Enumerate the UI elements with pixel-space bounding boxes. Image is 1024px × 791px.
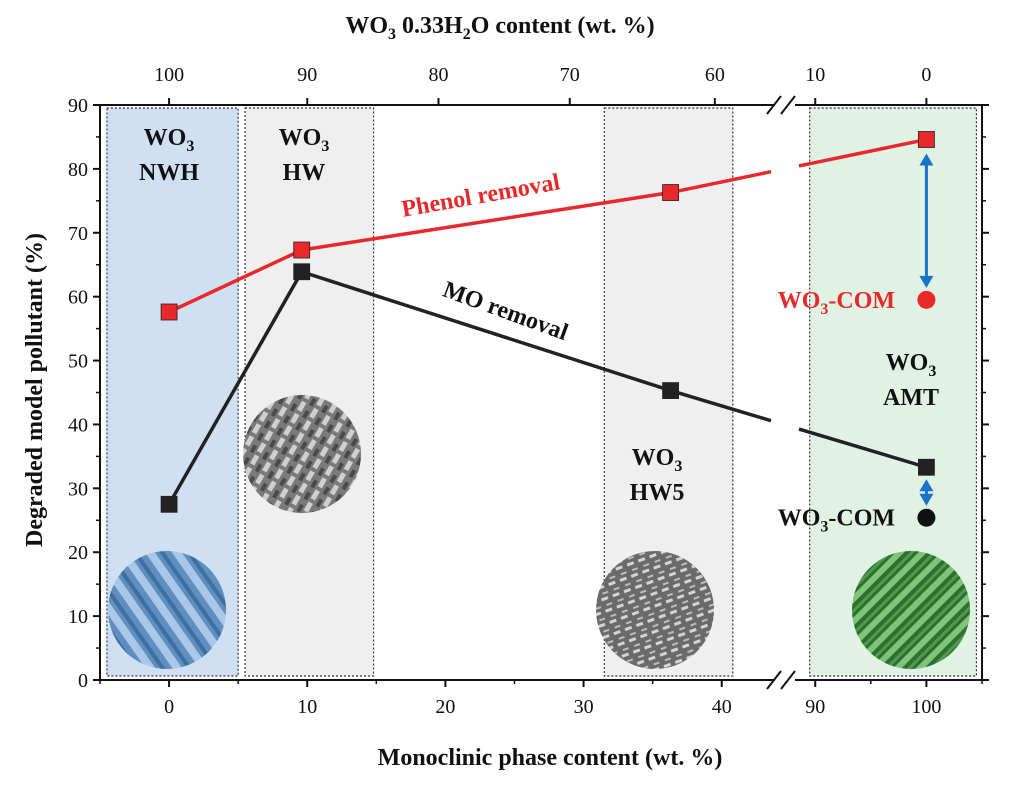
x-tick-label: 30 (574, 696, 594, 718)
region-label-nwh-formula: WO3 (144, 125, 195, 155)
series-line-segment (798, 427, 927, 469)
sem-image-amt (852, 551, 970, 669)
sem-images-layer (108, 395, 970, 669)
region-label-hw5: HW5 (630, 480, 685, 506)
sem-image-nwh (108, 551, 226, 669)
series-line-segment (301, 270, 672, 393)
mo-difference-arrow (919, 479, 934, 506)
x-tick-label: 20 (435, 696, 455, 718)
arrow-head-up (919, 153, 934, 166)
series-line-segment (167, 270, 304, 506)
sem-image-hw (243, 395, 361, 513)
top-tick-label: 60 (705, 64, 725, 86)
y-tick-label: 80 (68, 159, 88, 181)
region-label-amt: AMT (883, 385, 939, 411)
data-point-phenol (662, 184, 680, 201)
regions-layer (106, 107, 978, 677)
top-tick-label: 100 (154, 64, 184, 86)
x-tick-label: 40 (712, 696, 732, 718)
data-point-phenol (160, 303, 178, 321)
reference-point-wo3-com (917, 508, 936, 527)
x-axis-top-break-mark-2 (780, 95, 796, 115)
series-line-segment (798, 137, 927, 168)
y-tick-label: 20 (68, 542, 88, 564)
arrow-head-down (919, 493, 934, 506)
y-tick-label: 30 (68, 478, 88, 500)
x-tick-label: 90 (805, 696, 825, 718)
data-point-mo (160, 495, 178, 513)
x-axis-bottom-break-mark-2 (780, 670, 796, 690)
y-tick-label: 50 (68, 351, 88, 373)
arrow-head-up (919, 479, 934, 492)
data-point-phenol (293, 241, 311, 259)
region-label-amt-formula: WO3 (886, 350, 937, 380)
region-hw (244, 107, 375, 677)
top-tick-label: 90 (297, 64, 317, 86)
series-layer (160, 131, 936, 527)
reference-label-wo3-com: WO3-COM (778, 506, 895, 536)
x-tick-label: 10 (297, 696, 317, 718)
reference-label-wo3-com: WO3-COM (778, 288, 895, 318)
y-axis-title: Degraded model pollutant (%) (22, 233, 48, 547)
data-point-mo (293, 263, 311, 281)
x-axis-title: Monoclinic phase content (wt. %) (378, 745, 723, 771)
series-line-segment (670, 388, 772, 423)
x-tick-label: 100 (911, 696, 941, 718)
top-tick-label: 0 (921, 64, 931, 86)
y-tick-label: 90 (68, 95, 88, 117)
top-tick-label: 80 (429, 64, 449, 86)
data-point-phenol (918, 131, 935, 148)
reference-point-wo3-com (917, 290, 936, 309)
x-axis-top-break-mark-1 (766, 95, 782, 115)
region-label-hw5-formula: WO3 (632, 445, 683, 475)
top-tick-label: 70 (560, 64, 580, 86)
series-line-segment (168, 248, 303, 314)
region-label-hw-formula: WO3 (279, 125, 330, 155)
x-axis-bottom-break-mark-1 (766, 670, 782, 690)
y-tick-label: 0 (78, 670, 88, 692)
region-label-hw: HW (283, 160, 326, 186)
region-label-nwh: NWH (139, 160, 199, 186)
phenol-difference-arrow (919, 153, 934, 288)
y-tick-label: 10 (68, 606, 88, 628)
y-tick-label: 40 (68, 414, 88, 436)
sem-image-hw5 (596, 551, 714, 669)
top-axis-title: WO3 0.33H2O content (wt. %) (345, 13, 654, 43)
x-tick-label: 0 (164, 696, 174, 718)
y-tick-label: 60 (68, 287, 88, 309)
data-point-mo (918, 458, 935, 476)
y-tick-label: 70 (68, 223, 88, 245)
top-tick-label: 10 (805, 64, 825, 86)
arrow-head-down (919, 275, 934, 288)
series-line-segment (301, 190, 671, 252)
data-point-mo (662, 382, 680, 399)
series-line-segment (670, 170, 772, 195)
